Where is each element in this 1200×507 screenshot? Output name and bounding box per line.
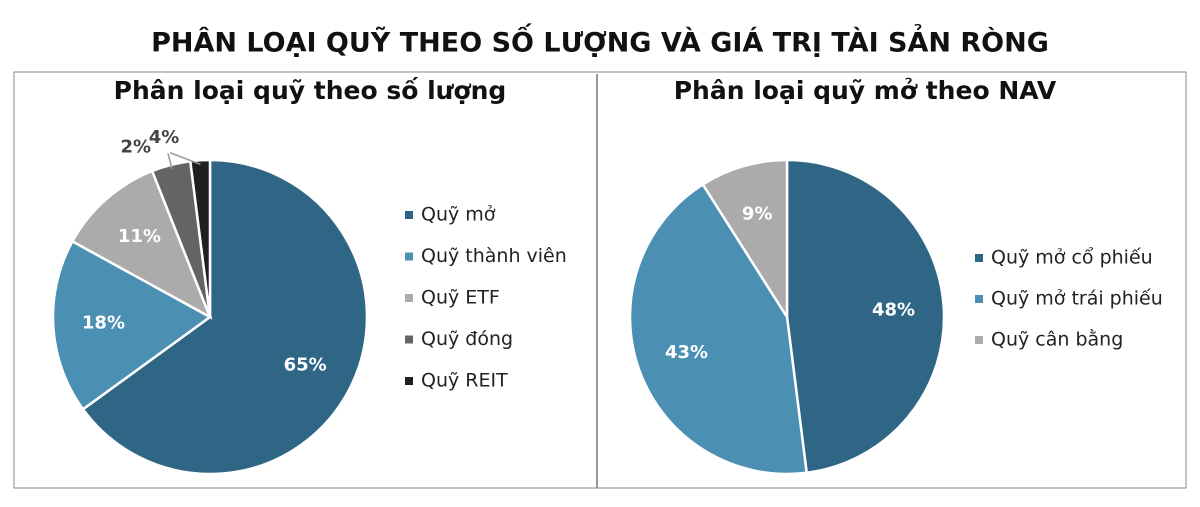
pie-slice — [70, 169, 213, 320]
main-title: PHÂN LOẠI QUỸ THEO SỐ LƯỢNG VÀ GIÁ TRỊ T… — [151, 23, 1049, 59]
data-label: 4% — [149, 127, 180, 148]
pie-slice — [81, 158, 369, 476]
pie-slice — [51, 239, 213, 412]
chart-title: Phân loại quỹ theo số lượng — [114, 76, 507, 105]
legend-label: Quỹ đóng — [421, 328, 513, 350]
data-label: 48% — [872, 299, 915, 320]
data-label: 9% — [742, 203, 773, 224]
legend-label: Quỹ cân bằng — [991, 328, 1123, 351]
pie-slice — [701, 158, 789, 322]
legend-swatch — [405, 377, 413, 385]
leader-line — [169, 152, 201, 166]
legend-swatch — [975, 336, 983, 344]
legend-swatch — [405, 335, 413, 344]
legend-swatch — [405, 252, 413, 261]
leader-line — [167, 153, 173, 169]
data-label: 65% — [284, 354, 327, 375]
pie-slice — [785, 158, 946, 475]
legend-label: Quỹ mở — [421, 204, 496, 226]
data-label: 2% — [120, 137, 151, 158]
chart-title: Phân loại quỹ mở theo NAV — [674, 76, 1057, 105]
legend-label: Quỹ mở cổ phiếu — [991, 247, 1153, 269]
frame — [13, 71, 1187, 489]
legend-swatch — [975, 254, 983, 262]
data-label: 11% — [118, 226, 161, 247]
legend-label: Quỹ thành viên — [421, 245, 567, 267]
legend-label: Quỹ mở trái phiếu — [991, 288, 1163, 310]
legend-label: Quỹ REIT — [421, 370, 508, 392]
data-label: 18% — [82, 313, 125, 334]
legend-swatch — [405, 211, 413, 219]
legend-swatch — [405, 294, 413, 302]
legend-swatch — [975, 295, 983, 303]
data-label: 43% — [665, 342, 708, 363]
legend-label: Quỹ ETF — [421, 287, 500, 309]
pie-slice — [628, 182, 809, 476]
